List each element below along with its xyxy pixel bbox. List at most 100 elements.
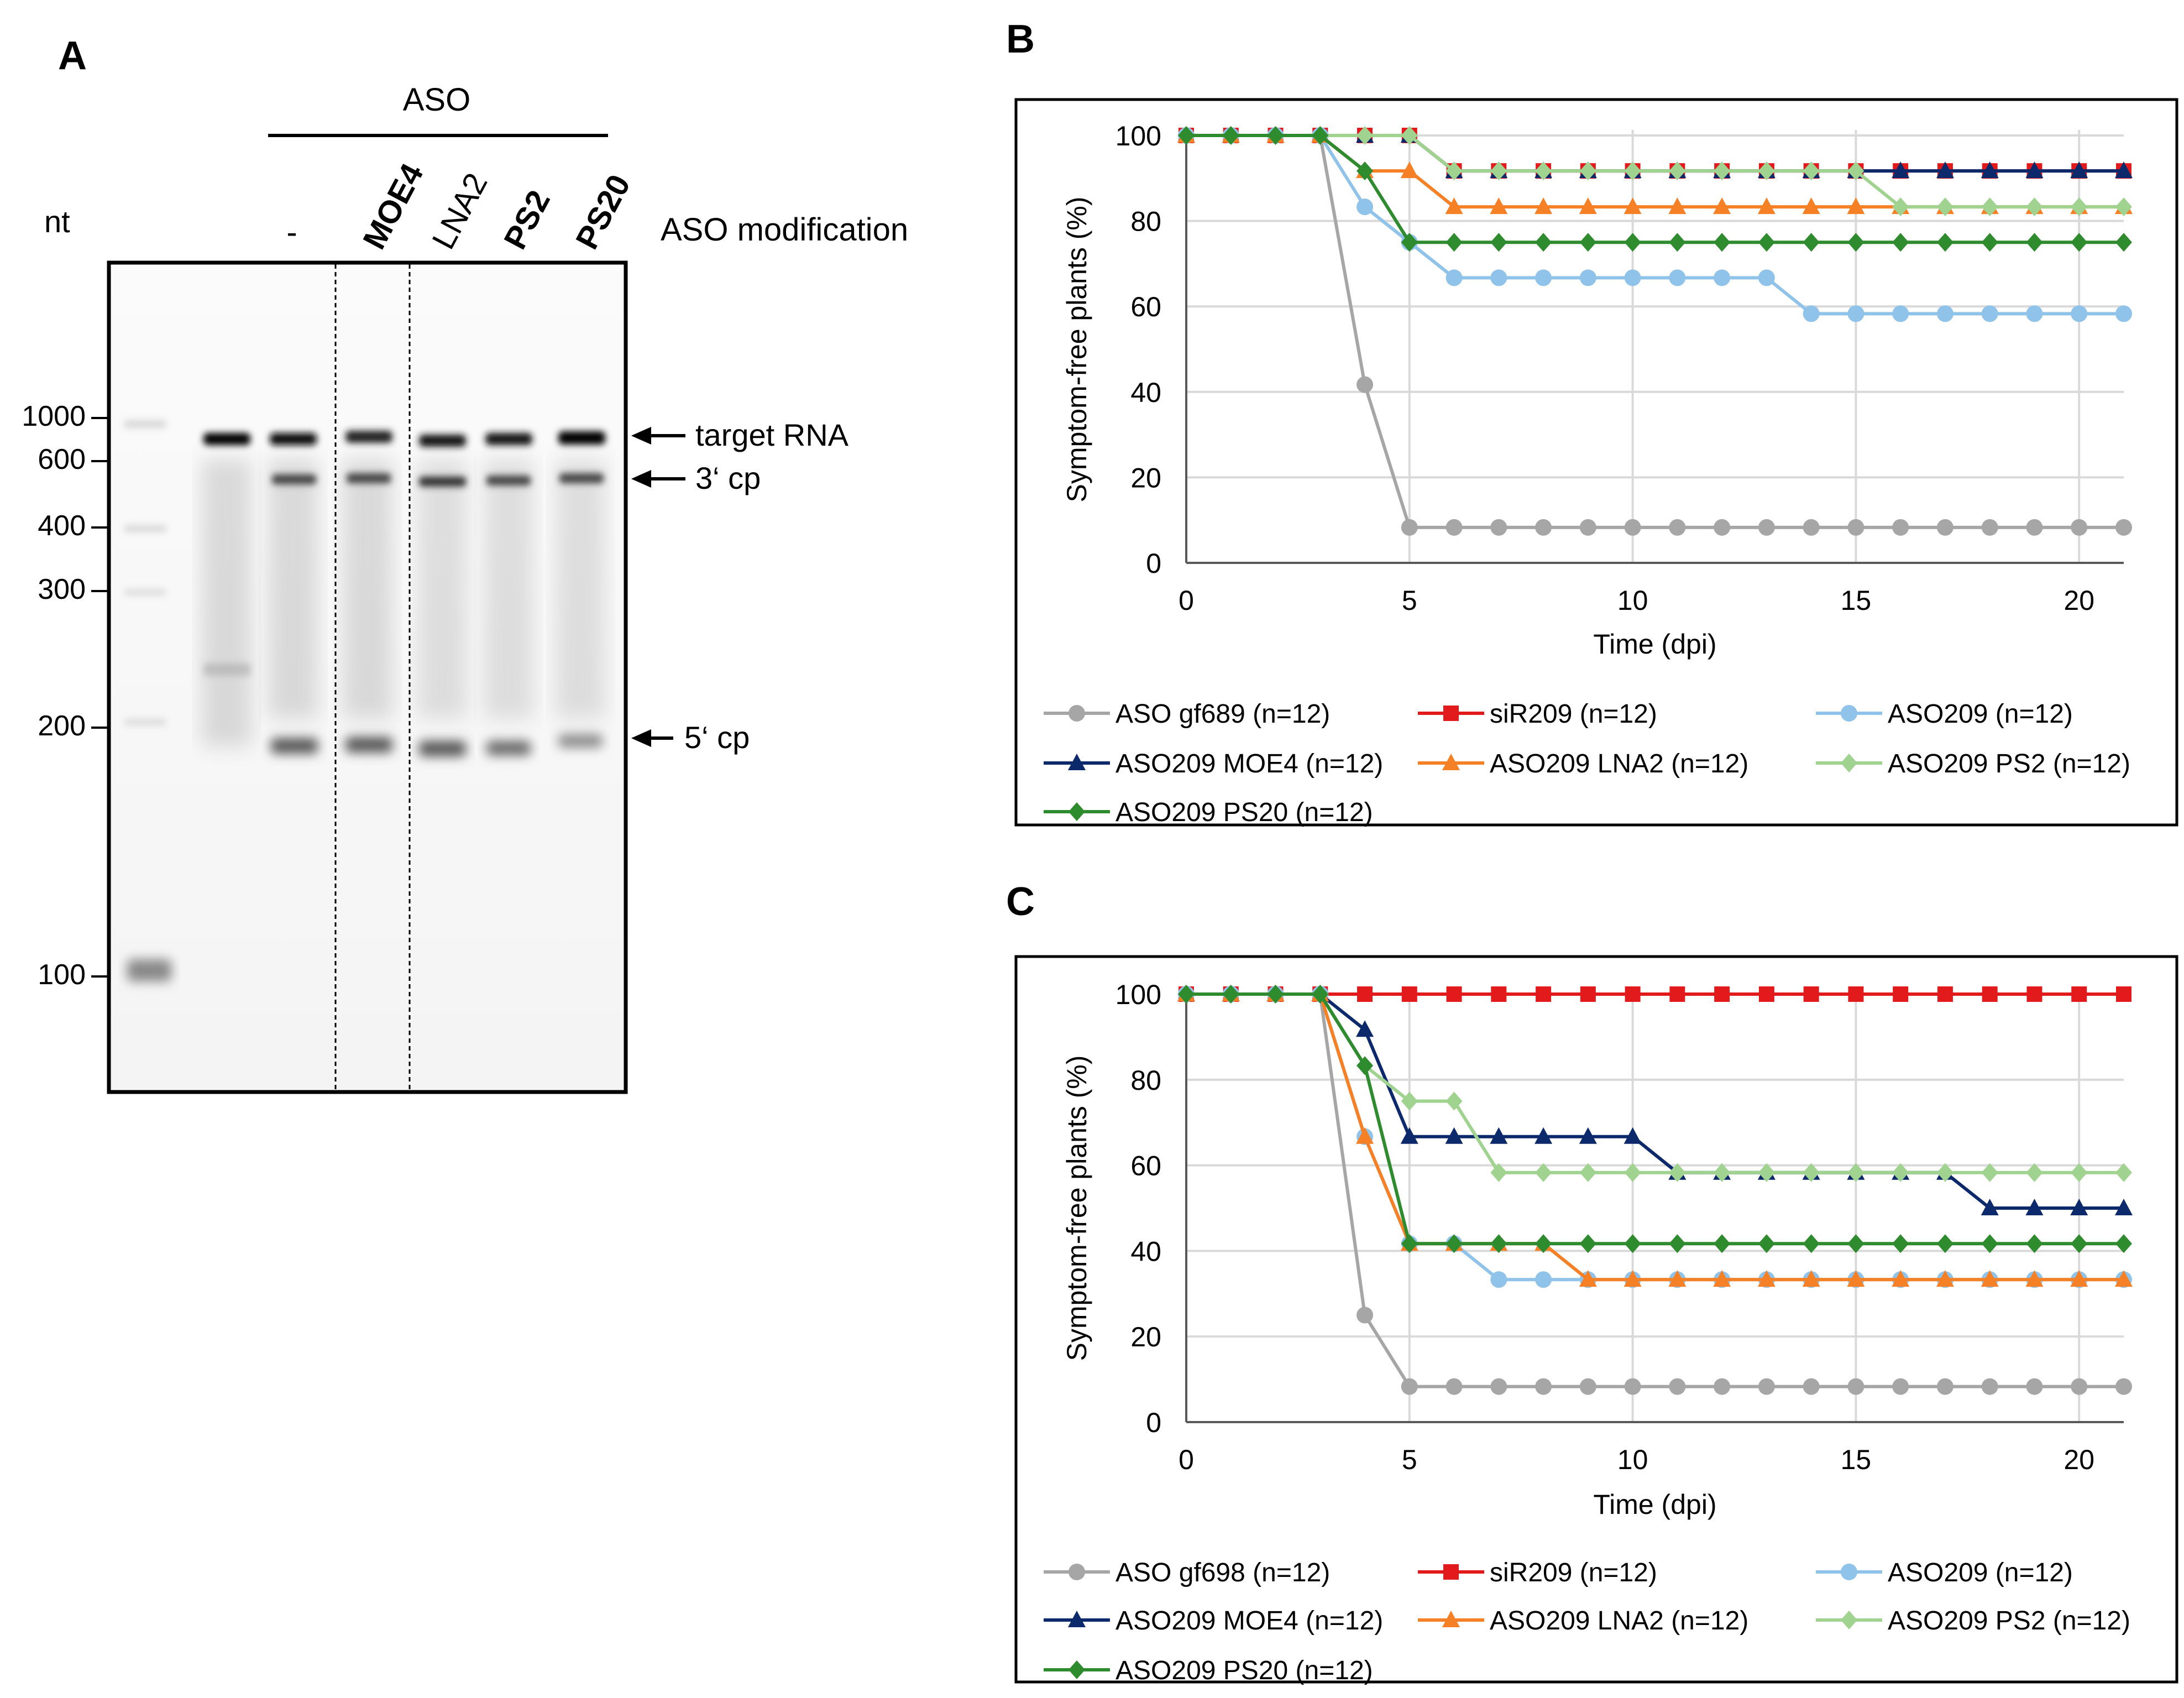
legend-label: ASO209 (n=12) (1888, 699, 2073, 729)
y-tick-label: 0 (1146, 548, 1161, 579)
data-point (1669, 269, 1686, 286)
legend-label: ASO209 PS2 (n=12) (1888, 1606, 2130, 1636)
data-point (2071, 1234, 2088, 1253)
data-point (1445, 197, 1463, 215)
x-tick-label: 5 (1402, 1444, 1417, 1475)
data-point (1847, 305, 1864, 322)
data-point (2026, 233, 2043, 252)
series-line (1186, 992, 2124, 1282)
data-point (1535, 161, 1552, 181)
legend-label: ASO209 (n=12) (1888, 1558, 2073, 1587)
x-axis-label: Time (dpi) (1593, 629, 1716, 660)
data-point (1937, 986, 1953, 1002)
data-point (1892, 1163, 1909, 1182)
data-point (1623, 1270, 1642, 1287)
data-point (2026, 197, 2043, 217)
x-tick-label: 0 (1179, 1444, 1194, 1475)
series-line (1186, 992, 2124, 1210)
data-point (1936, 197, 1953, 217)
y-tick-label: 60 (1130, 291, 1161, 322)
marker-600: 600 (38, 443, 86, 476)
series-line (1186, 134, 2124, 209)
data-point (1981, 519, 1998, 536)
legend-item: ASO209 MOE4 (n=12) (1044, 1606, 1383, 1636)
data-point (1579, 1270, 1597, 1287)
x-tick-label: 10 (1617, 585, 1648, 616)
data-point (1445, 1234, 1463, 1253)
data-point (1534, 1127, 1553, 1144)
lane-label-ps2: PS2 (497, 185, 557, 255)
data-point (1401, 1091, 1418, 1111)
lane-label-moe4: MOE4 (356, 158, 431, 255)
data-point (2071, 197, 2088, 217)
data-point (2026, 305, 2043, 322)
legend-item: ASO209 (n=12) (1816, 1558, 2073, 1587)
y-tick-label: 40 (1130, 377, 1161, 408)
data-point (1222, 126, 1239, 145)
series-c-0 (1178, 986, 2132, 1395)
band-label-5-cp: 5‘ cp (684, 720, 750, 755)
data-point (1624, 269, 1641, 286)
y-tick-label: 80 (1130, 1065, 1161, 1096)
marker-300: 300 (38, 573, 86, 605)
data-point (1758, 519, 1775, 536)
data-point (1357, 126, 1374, 145)
data-point (1579, 1378, 1596, 1395)
data-point (1401, 1378, 1418, 1395)
y-tick-label: 80 (1130, 206, 1161, 237)
data-point (2115, 1234, 2132, 1253)
data-point (1446, 986, 1462, 1002)
data-point (1936, 305, 1953, 322)
x-tick-label: 5 (1402, 585, 1417, 616)
data-point (1892, 519, 1909, 536)
legend-item: ASO209 LNA2 (n=12) (1418, 1606, 1748, 1636)
data-point (1401, 126, 1418, 145)
series-line (1186, 992, 2124, 1246)
data-point (1892, 1234, 1909, 1253)
data-point (2026, 519, 2043, 536)
data-point (2115, 1163, 2132, 1182)
data-point (1981, 305, 1998, 322)
data-point (1445, 161, 1463, 181)
legend-item: ASO209 PS20 (n=12) (1044, 1656, 1373, 1685)
legend-c: ASO gf698 (n=12) siR209 (n=12) ASO209 (n=1… (1044, 1558, 2130, 1685)
data-point (1624, 161, 1641, 181)
data-point (1624, 1163, 1641, 1182)
data-point (1490, 1234, 1507, 1253)
legend-label: ASO209 PS20 (n=12) (1115, 798, 1373, 827)
data-point (1579, 1234, 1596, 1253)
y-axis-label: Symptom-free plants (%) (1061, 197, 1092, 503)
x-tick-label: 15 (1841, 1444, 1872, 1475)
data-point (1936, 519, 1953, 536)
y-tick-label: 20 (1130, 1321, 1161, 1352)
legend-marker (1841, 1611, 1857, 1629)
data-point (1356, 1127, 1374, 1144)
data-point (1669, 161, 1686, 181)
band-annotations: target RNA 3‘ cp 5‘ cp (631, 417, 849, 755)
x-tick-label: 0 (1179, 585, 1194, 616)
legend-item: ASO gf689 (n=12) (1044, 699, 1330, 729)
series-line (1186, 134, 2124, 529)
data-point (1714, 161, 1731, 181)
legend-item: ASO209 PS2 (n=12) (1816, 1606, 2130, 1636)
data-point (1981, 161, 1999, 179)
data-point (1892, 197, 1909, 217)
data-point (1936, 1163, 1953, 1182)
legend-label: siR209 (n=12) (1490, 1558, 1657, 1587)
x-tick-label: 20 (2063, 585, 2094, 616)
data-point (1669, 1378, 1686, 1395)
data-point (1848, 986, 1864, 1002)
data-point (1758, 1378, 1775, 1395)
lane-label-none: - (286, 215, 297, 250)
panel-b-chart: B 0 20 40 60 80 100 0 5 10 15 20 Symptom-free plants… (1006, 17, 2178, 827)
data-point (1357, 1307, 1374, 1324)
marker-100: 100 (38, 959, 86, 991)
data-point (1535, 269, 1552, 286)
data-point (1981, 1270, 1999, 1287)
data-point (1579, 197, 1597, 215)
data-point (1401, 233, 1418, 252)
data-point (1579, 1127, 1597, 1144)
data-point (1490, 1163, 1507, 1182)
data-point (1803, 986, 1819, 1002)
data-point (1356, 1020, 1374, 1037)
